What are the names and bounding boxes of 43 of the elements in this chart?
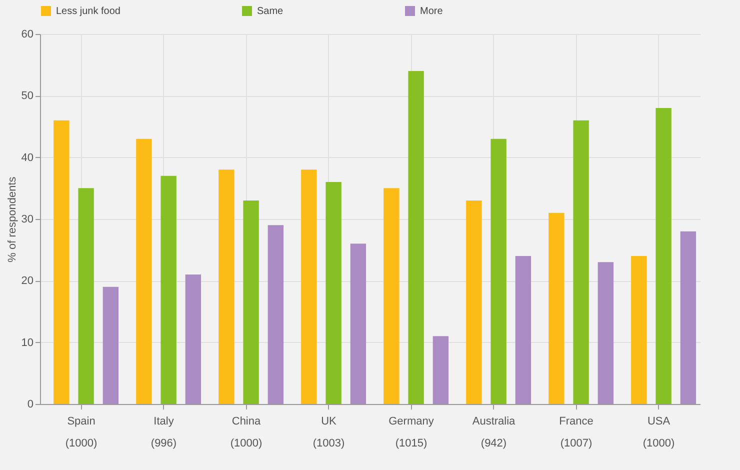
bar bbox=[432, 336, 449, 404]
bar bbox=[656, 108, 672, 404]
bar bbox=[408, 71, 424, 404]
x-tick-label: France (1007) bbox=[559, 416, 594, 450]
legend-label: Same bbox=[257, 6, 284, 17]
bar bbox=[54, 120, 70, 404]
bar bbox=[680, 231, 696, 404]
x-tick-label: Spain (1000) bbox=[65, 416, 98, 450]
x-tick-label: Australia (942) bbox=[472, 416, 516, 450]
legend-label: Less junk food bbox=[56, 6, 120, 17]
bar bbox=[350, 244, 366, 404]
x-tick-label: UK (1003) bbox=[312, 416, 345, 450]
bar bbox=[490, 138, 506, 404]
bar bbox=[218, 170, 234, 404]
bar bbox=[160, 176, 176, 404]
bar bbox=[598, 262, 614, 404]
y-tick-label: 20 bbox=[21, 275, 34, 288]
bar bbox=[185, 274, 202, 404]
bar bbox=[515, 256, 532, 404]
y-tick-label: 60 bbox=[21, 28, 34, 40]
x-tick-label: USA (1000) bbox=[642, 416, 675, 450]
bar bbox=[243, 200, 259, 404]
bar bbox=[78, 188, 94, 404]
legend-label: More bbox=[420, 6, 444, 17]
bar bbox=[631, 256, 647, 404]
bar bbox=[102, 286, 119, 404]
y-tick-label: 10 bbox=[21, 336, 34, 349]
y-axis-title: % of respondents bbox=[6, 176, 18, 262]
bar bbox=[573, 120, 589, 404]
bar bbox=[384, 188, 400, 404]
bar bbox=[301, 170, 317, 404]
bar bbox=[268, 225, 284, 404]
bar bbox=[548, 212, 564, 404]
y-tick-label: 30 bbox=[21, 214, 34, 226]
y-tick-label: 0 bbox=[27, 398, 34, 410]
bar bbox=[466, 200, 482, 404]
x-tick-label: Germany (1015) bbox=[388, 416, 434, 450]
y-tick-label: 50 bbox=[21, 90, 34, 102]
y-tick-label: 40 bbox=[21, 152, 34, 164]
x-tick-label: China (1000) bbox=[230, 416, 262, 450]
bar bbox=[136, 138, 152, 404]
bar bbox=[326, 182, 342, 404]
x-tick-label: Italy (996) bbox=[150, 416, 177, 450]
